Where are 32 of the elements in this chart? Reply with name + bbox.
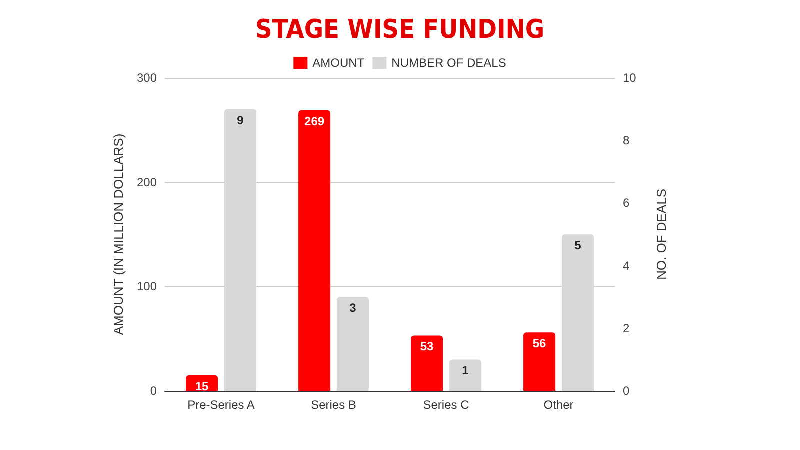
y2-tick-label: 8 xyxy=(623,134,630,148)
data-label: 53 xyxy=(420,340,434,354)
data-label: 1 xyxy=(462,364,470,378)
y2-tick-label: 10 xyxy=(623,71,637,85)
bar xyxy=(524,332,556,391)
y-tick-label: 0 xyxy=(150,384,158,398)
bar xyxy=(449,360,482,391)
data-label: 3 xyxy=(350,301,357,316)
y2-tick-label: 0 xyxy=(623,384,630,398)
bar xyxy=(336,297,369,391)
y2-tick-label: 4 xyxy=(623,258,630,273)
y-axis-title: AMOUNT (IN MILLION DOLLARS) xyxy=(111,134,126,336)
y-tick-label: 200 xyxy=(136,175,158,190)
x-tick-label: Other xyxy=(544,398,574,412)
y2-tick-label: 2 xyxy=(623,321,630,336)
x-tick-label: Series C xyxy=(423,398,470,412)
y2-axis-title: NO. OF DEALS xyxy=(654,188,669,280)
data-label: 5 xyxy=(574,238,582,252)
x-tick-label: Pre-Series A xyxy=(188,398,255,412)
chart-title: STAGE WISE FUNDING xyxy=(255,15,545,45)
bar xyxy=(298,110,331,391)
data-label: 56 xyxy=(532,336,547,351)
bar xyxy=(411,336,444,391)
x-tick-label: Series B xyxy=(311,398,356,412)
data-label: 9 xyxy=(237,113,244,128)
data-label: 15 xyxy=(195,379,210,394)
y-tick-label: 300 xyxy=(136,71,158,85)
legend-label: AMOUNT xyxy=(312,56,366,70)
legend-label: NUMBER OF DEALS xyxy=(392,56,506,70)
y-tick-label: 100 xyxy=(136,280,158,294)
y2-tick-label: 6 xyxy=(623,196,630,210)
data-label: 269 xyxy=(304,114,325,128)
